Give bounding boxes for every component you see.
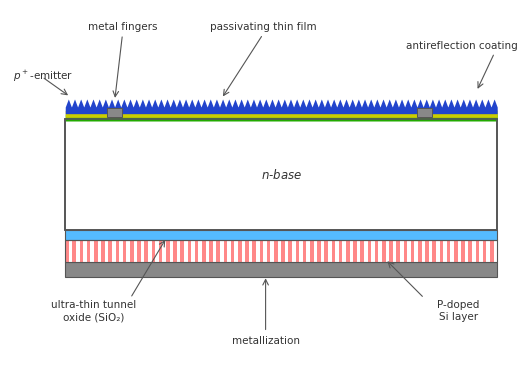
Bar [173, 240, 177, 262]
Text: metal fingers: metal fingers [88, 22, 157, 32]
Bar [274, 240, 278, 262]
Bar [303, 240, 307, 262]
Text: P-doped
Si layer: P-doped Si layer [437, 300, 479, 322]
Bar [476, 240, 479, 262]
Bar [65, 119, 497, 372]
Bar [461, 240, 465, 262]
Bar [468, 240, 472, 262]
Bar [353, 240, 357, 262]
Bar [180, 240, 184, 262]
Bar [339, 240, 342, 262]
Bar [425, 240, 429, 262]
Bar [403, 240, 407, 262]
Bar [209, 240, 213, 262]
Bar [260, 240, 263, 262]
Bar [267, 240, 270, 262]
Bar [346, 240, 350, 262]
Bar [252, 240, 256, 262]
Bar [188, 240, 191, 262]
Text: $p^+$-emitter: $p^+$-emitter [13, 69, 74, 84]
Bar [65, 119, 497, 230]
Bar [216, 240, 220, 262]
Bar [331, 240, 335, 262]
Bar [65, 119, 497, 230]
Bar [231, 240, 235, 262]
Bar [375, 240, 378, 262]
Bar [447, 240, 450, 262]
Bar [224, 240, 227, 262]
Bar [137, 240, 141, 262]
Bar [490, 240, 493, 262]
Bar [94, 240, 98, 262]
Bar [107, 108, 123, 117]
Bar [389, 240, 393, 262]
Bar [130, 240, 134, 262]
Bar [73, 240, 76, 262]
Bar [166, 240, 169, 262]
Bar [296, 240, 299, 262]
Text: $n$-base: $n$-base [260, 168, 302, 182]
Bar [288, 240, 292, 262]
Bar [382, 240, 386, 262]
Bar [65, 240, 497, 262]
Bar [65, 230, 497, 240]
Bar [325, 240, 328, 262]
Bar [397, 240, 400, 262]
Bar [65, 240, 497, 262]
Text: ultra-thin tunnel
oxide (SiO₂): ultra-thin tunnel oxide (SiO₂) [51, 300, 136, 322]
Bar [440, 240, 443, 262]
Bar [202, 240, 206, 262]
Bar [281, 240, 285, 262]
Bar [417, 108, 432, 117]
Bar [238, 240, 241, 262]
Bar [317, 240, 321, 262]
Bar [432, 240, 436, 262]
Bar [108, 240, 112, 262]
Bar [245, 240, 249, 262]
Text: passivating thin film: passivating thin film [210, 22, 316, 32]
Bar [87, 240, 90, 262]
Bar [368, 240, 371, 262]
Bar [79, 240, 83, 262]
Bar [411, 240, 414, 262]
Bar [483, 240, 487, 262]
Bar [116, 240, 119, 262]
Text: metallization: metallization [231, 336, 300, 346]
Text: antireflection coating: antireflection coating [406, 41, 518, 51]
Bar [360, 240, 364, 262]
Bar [310, 240, 313, 262]
Bar [454, 240, 458, 262]
Bar [123, 240, 126, 262]
Bar [159, 240, 163, 262]
Bar [101, 240, 105, 262]
Bar [195, 240, 198, 262]
Bar [65, 262, 497, 277]
Bar [151, 240, 155, 262]
Bar [145, 240, 148, 262]
Bar [65, 240, 69, 262]
Bar [418, 240, 422, 262]
